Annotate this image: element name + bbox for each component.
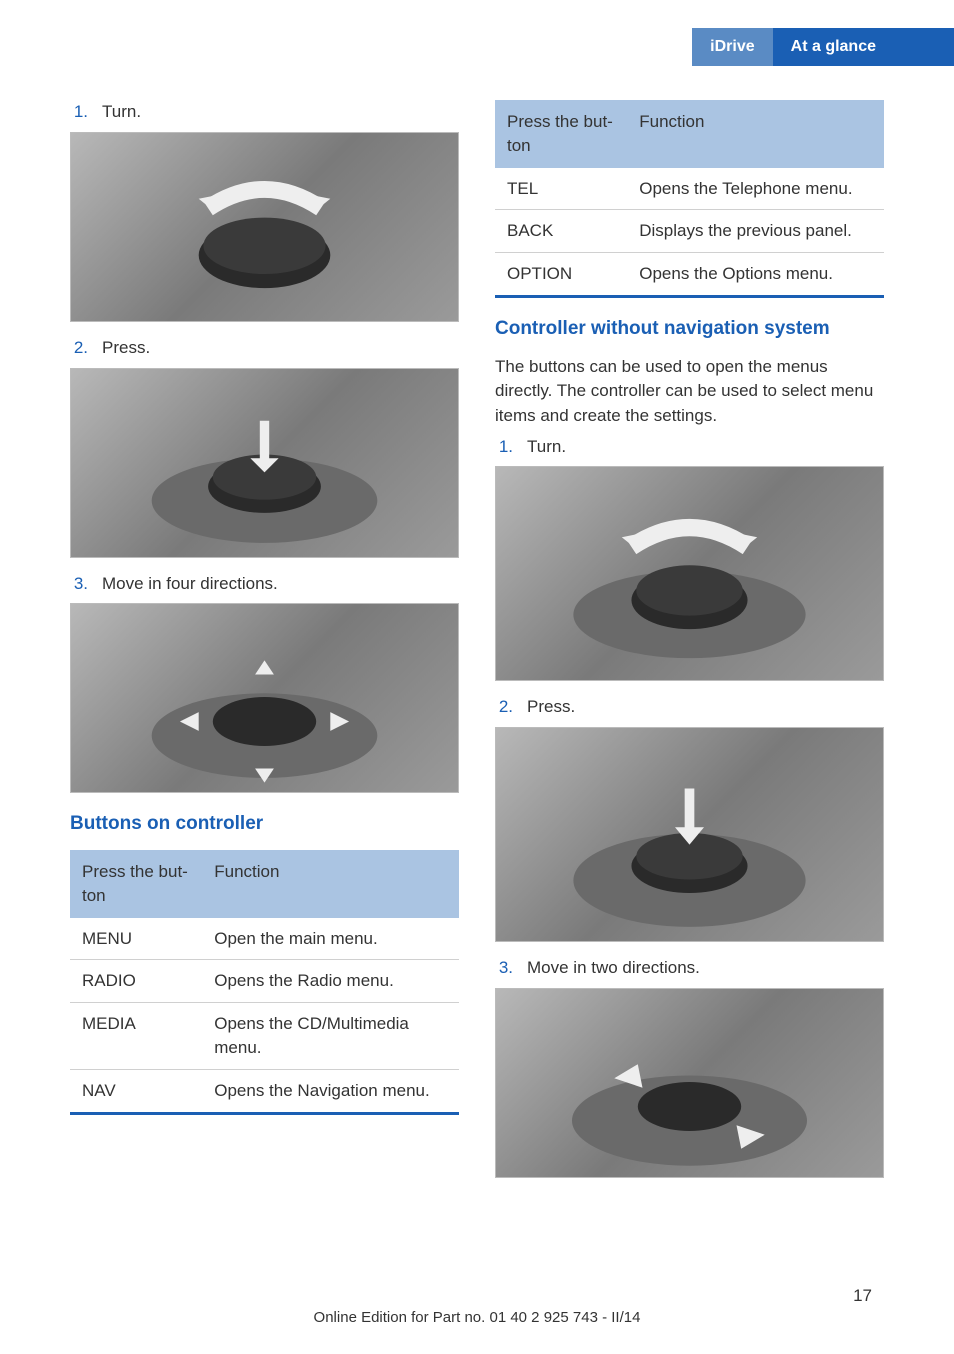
left-column: 1. Turn. 2. Press. 3. Move in four direc… (70, 100, 459, 1264)
table-header-function: Function (627, 100, 884, 168)
cell-button: NAV (70, 1069, 202, 1113)
table-row: MEDIA Opens the CD/Multimedia menu. (70, 1003, 459, 1070)
buttons-table-right: Press the but‐ton Function TEL Opens the… (495, 100, 884, 298)
section-heading-buttons: Buttons on controller (70, 811, 459, 838)
tab-section: iDrive (692, 28, 772, 66)
header-tabs: iDrive At a glance (692, 28, 954, 66)
table-row: NAV Opens the Navigation menu. (70, 1069, 459, 1113)
list-item: 1. Turn. (495, 435, 884, 459)
step-number: 1. (495, 435, 513, 459)
controller-press-image-2 (495, 727, 884, 942)
step-number: 3. (495, 956, 513, 980)
page-number: 17 (853, 1284, 872, 1308)
step-number: 1. (70, 100, 88, 124)
cell-function: Opens the Telephone menu. (627, 168, 884, 210)
list-item: 1. Turn. (70, 100, 459, 124)
cell-button: BACK (495, 210, 627, 253)
table-row: MENU Open the main menu. (70, 918, 459, 960)
cell-button: MEDIA (70, 1003, 202, 1070)
table-header-button: Press the but‐ton (495, 100, 627, 168)
table-row: OPTION Opens the Options menu. (495, 253, 884, 297)
table-row: BACK Displays the previous panel. (495, 210, 884, 253)
page-content: 1. Turn. 2. Press. 3. Move in four direc… (70, 100, 884, 1264)
cell-function: Opens the Radio menu. (202, 960, 459, 1003)
controller-move2-image (495, 988, 884, 1178)
section-heading-controller-no-nav: Controller without navigation system (495, 316, 884, 343)
step-number: 2. (70, 336, 88, 360)
cell-function: Open the main menu. (202, 918, 459, 960)
step-text: Press. (102, 336, 150, 360)
table-row: TEL Opens the Telephone menu. (495, 168, 884, 210)
table-row: RADIO Opens the Radio menu. (70, 960, 459, 1003)
table-header-button: Press the but‐ton (70, 850, 202, 918)
controller-move4-image (70, 603, 459, 793)
step-text: Press. (527, 695, 575, 719)
list-item: 2. Press. (495, 695, 884, 719)
cell-function: Displays the previous panel. (627, 210, 884, 253)
table-header-function: Function (202, 850, 459, 918)
cell-function: Opens the CD/Multimedia menu. (202, 1003, 459, 1070)
step-text: Turn. (527, 435, 566, 459)
cell-button: OPTION (495, 253, 627, 297)
cell-function: Opens the Options menu. (627, 253, 884, 297)
controller-press-image (70, 368, 459, 558)
step-text: Turn. (102, 100, 141, 124)
cell-button: TEL (495, 168, 627, 210)
cell-button: RADIO (70, 960, 202, 1003)
step-number: 2. (495, 695, 513, 719)
list-item: 2. Press. (70, 336, 459, 360)
step-text: Move in four directions. (102, 572, 278, 596)
right-column: Press the but‐ton Function TEL Opens the… (495, 100, 884, 1264)
step-number: 3. (70, 572, 88, 596)
cell-function: Opens the Navigation menu. (202, 1069, 459, 1113)
controller-turn-image (70, 132, 459, 322)
cell-button: MENU (70, 918, 202, 960)
step-text: Move in two directions. (527, 956, 700, 980)
list-item: 3. Move in two directions. (495, 956, 884, 980)
footer-text: Online Edition for Part no. 01 40 2 925 … (0, 1307, 954, 1328)
list-item: 3. Move in four directions. (70, 572, 459, 596)
controller-turn-image-2 (495, 466, 884, 681)
body-text: The buttons can be used to open the menu… (495, 355, 884, 429)
buttons-table-left: Press the but‐ton Function MENU Open the… (70, 850, 459, 1115)
tab-chapter: At a glance (773, 28, 954, 66)
